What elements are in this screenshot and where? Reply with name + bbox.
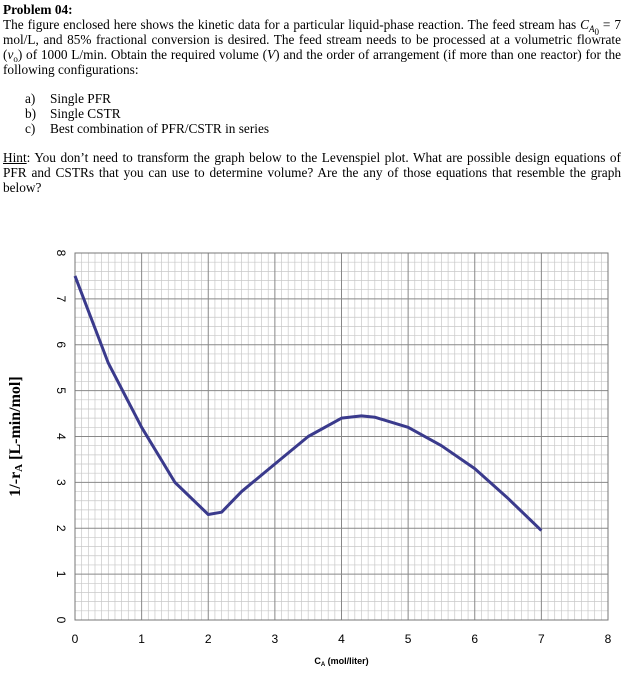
y-tick-label: 2	[54, 525, 68, 532]
problem-title: Problem 04:	[3, 2, 73, 17]
y-axis-label: 1/-rA [L-min/mol]	[7, 376, 25, 496]
y-label-sub: A	[13, 464, 25, 472]
option-marker: a)	[25, 91, 36, 106]
option: c) Best combination of PFR/CSTR in series	[25, 121, 621, 136]
x-tick-label: 6	[471, 632, 478, 646]
data-line	[73, 275, 543, 532]
text: ) and the order of arrangement (if more …	[3, 47, 621, 77]
y-label-part: 1/-r	[7, 472, 24, 497]
y-tick-label: 0	[54, 617, 68, 624]
option-text: Single PFR	[50, 91, 111, 106]
text: = 7 mol/L, and 85% fractional conversion…	[3, 17, 622, 62]
x-tick-label: 2	[205, 632, 212, 646]
hint-label: Hint	[3, 150, 27, 165]
hint-text: : You don’t need to transform the graph …	[3, 150, 621, 195]
x-tick-label: 4	[338, 632, 345, 646]
option-marker: b)	[25, 106, 37, 121]
y-tick-label: 3	[54, 479, 68, 486]
x-tick-label: 7	[538, 632, 545, 646]
symbol: V	[267, 47, 276, 62]
hint: Hint: You don’t need to transform the gr…	[3, 150, 621, 195]
subscript: A	[589, 24, 595, 34]
x-tick-label: 5	[405, 632, 412, 646]
x-label-sub: A	[321, 662, 326, 668]
x-tick-label: 1	[138, 632, 145, 646]
y-tick-label: 7	[54, 296, 68, 303]
text: The figure enclosed here shows the kinet…	[3, 17, 581, 32]
subscript: o	[13, 54, 18, 64]
problem-statement: The figure enclosed here shows the kinet…	[3, 17, 621, 77]
y-tick-label: 8	[54, 250, 68, 257]
text: ) of 1000 L/min. Obtain the required vol…	[17, 47, 268, 62]
option-text: Best combination of PFR/CSTR in series	[50, 121, 270, 136]
y-tick-label: 5	[54, 387, 68, 394]
plot-frame	[74, 252, 609, 621]
x-axis-label: CA (mol/liter)	[314, 656, 368, 667]
x-label-part: (mol/liter)	[325, 656, 369, 666]
symbol: v	[7, 47, 14, 62]
y-tick-label: 4	[54, 433, 68, 440]
document: Problem 04: The figure enclosed here sho…	[3, 2, 621, 195]
x-tick-label: 8	[605, 632, 612, 646]
option: a) Single PFR	[25, 91, 621, 106]
x-tick-label: 3	[272, 632, 279, 646]
option-marker: c)	[25, 121, 36, 136]
option-text: Single CSTR	[50, 106, 121, 121]
option: b) Single CSTR	[25, 106, 621, 121]
y-label-part: [L-min/mol]	[7, 376, 24, 464]
x-tick-label: 0	[72, 632, 79, 646]
options: a) Single PFR b) Single CSTR c) Best combin…	[25, 91, 621, 136]
y-tick-label: 1	[54, 571, 68, 578]
y-tick-label: 6	[54, 341, 68, 348]
symbol: C	[580, 17, 589, 32]
x-label-part: C	[314, 656, 321, 666]
